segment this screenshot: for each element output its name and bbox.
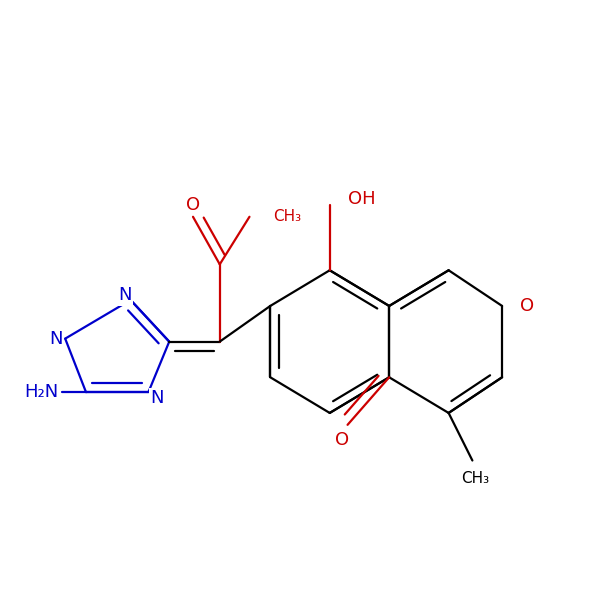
Text: N: N	[50, 329, 63, 347]
Text: O: O	[520, 297, 534, 315]
Text: O: O	[335, 431, 349, 449]
Text: N: N	[151, 389, 164, 407]
Text: OH: OH	[347, 190, 375, 208]
Text: CH₃: CH₃	[461, 471, 490, 486]
Text: CH₃: CH₃	[273, 209, 301, 224]
Text: H₂N: H₂N	[24, 383, 59, 401]
Text: N: N	[118, 286, 131, 304]
Text: O: O	[186, 196, 200, 214]
